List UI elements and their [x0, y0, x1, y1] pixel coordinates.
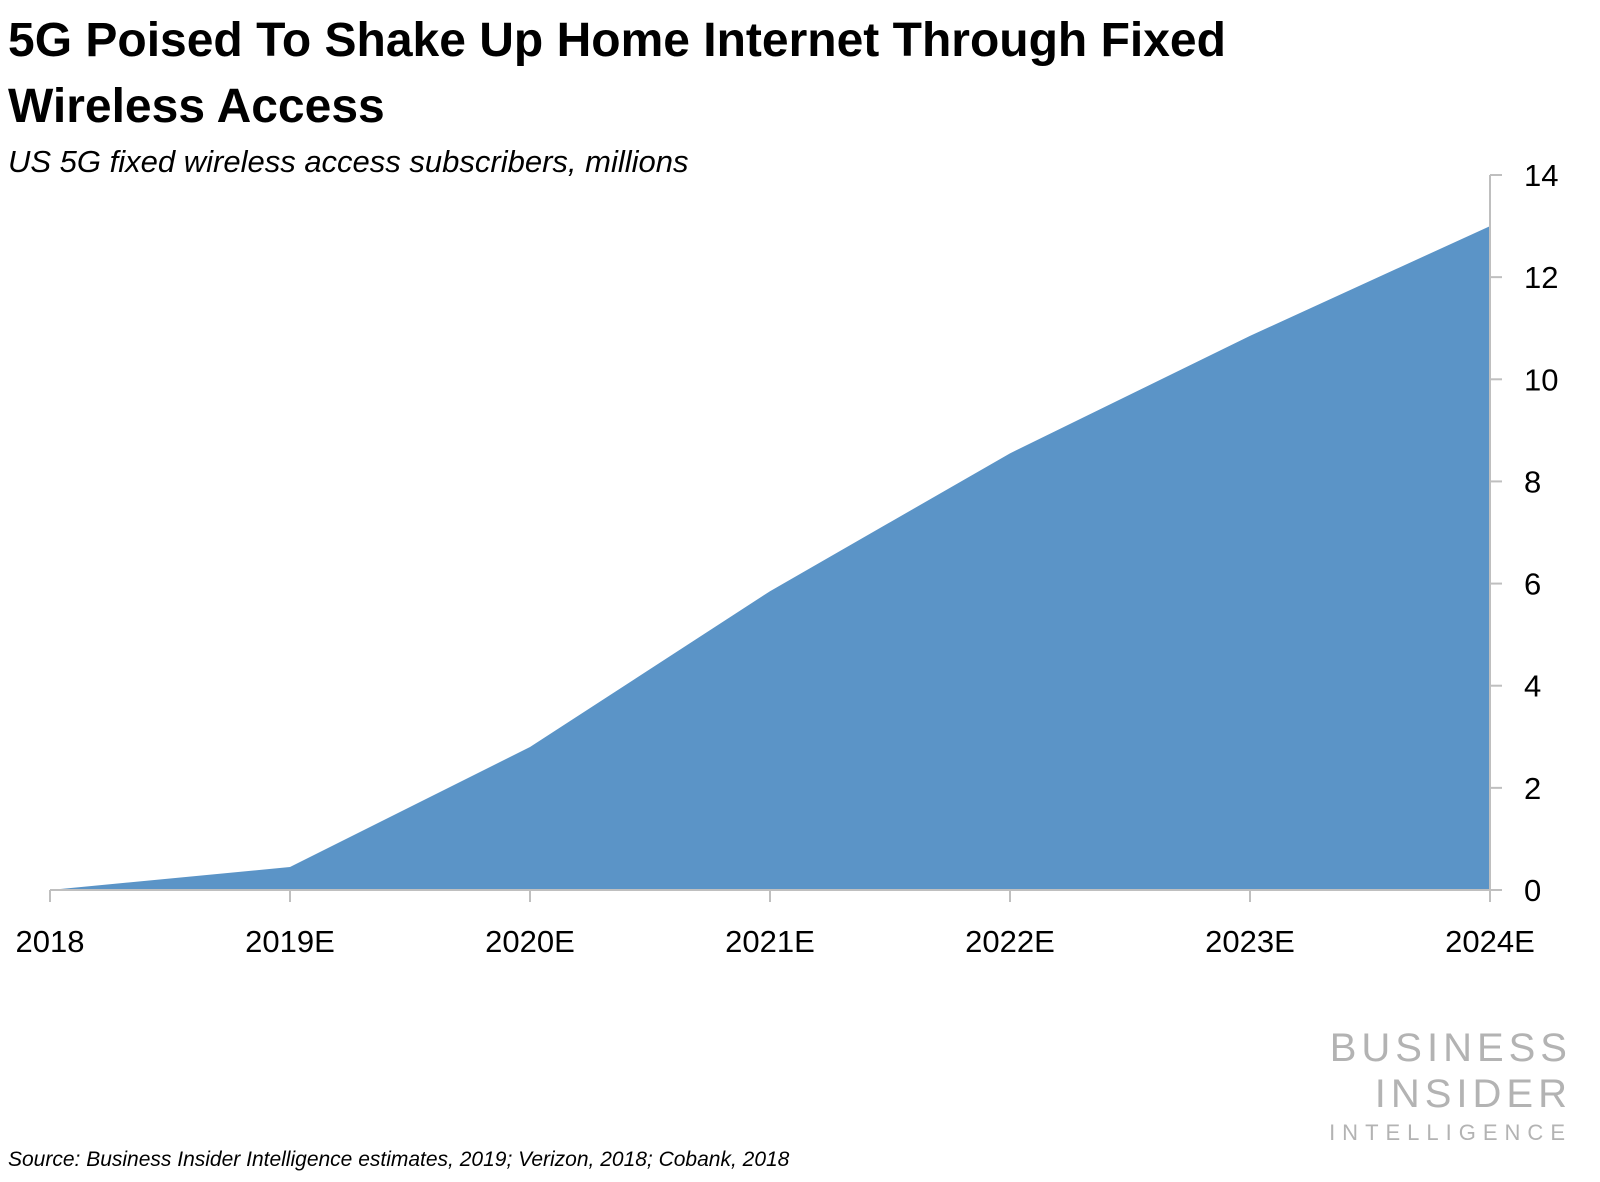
x-tick-label: 2023E	[1205, 924, 1295, 959]
data-point-2022E	[1008, 451, 1012, 455]
x-tick-label: 2021E	[725, 924, 815, 959]
y-tick-label: 6	[1524, 567, 1541, 602]
chart-title: 5G Poised To Shake Up Home Internet Thro…	[8, 14, 1226, 133]
x-tick-label: 2020E	[485, 924, 575, 959]
data-point-2020E	[528, 745, 532, 749]
y-tick-label: 0	[1524, 873, 1541, 908]
area-chart: 2018 2019E 2020E 2021E 2022E 2023E 2024E 0 2 4 6 8 1…	[16, 158, 1559, 959]
y-tick-label: 8	[1524, 464, 1541, 499]
logo-line-business: BUSINESS	[1329, 1026, 1572, 1070]
logo-line-intelligence: INTELLIGENCE	[1329, 1120, 1572, 1145]
x-tick-label: 2019E	[245, 924, 335, 959]
x-tick-label: 2022E	[965, 924, 1055, 959]
y-tick-label: 10	[1524, 362, 1558, 397]
chart-subtitle: US 5G fixed wireless access subscribers,…	[8, 144, 689, 179]
data-point-2023E	[1248, 334, 1252, 338]
data-point-2019E	[288, 865, 292, 869]
y-tick-label: 14	[1524, 158, 1558, 193]
x-tick-label: 2024E	[1445, 924, 1535, 959]
y-tick-label: 4	[1524, 669, 1541, 704]
area-series-0	[50, 226, 1490, 891]
y-tick-label: 12	[1524, 260, 1558, 295]
y-tick-label: 2	[1524, 771, 1541, 806]
logo-line-insider: INSIDER	[1374, 1072, 1572, 1116]
business-insider-intelligence-logo: BUSINESS INSIDER INTELLIGENCE	[1282, 1028, 1572, 1144]
x-tick-label: 2018	[16, 924, 85, 959]
source-note: Source: Business Insider Intelligence es…	[8, 1148, 790, 1171]
data-point-2021E	[768, 589, 772, 593]
